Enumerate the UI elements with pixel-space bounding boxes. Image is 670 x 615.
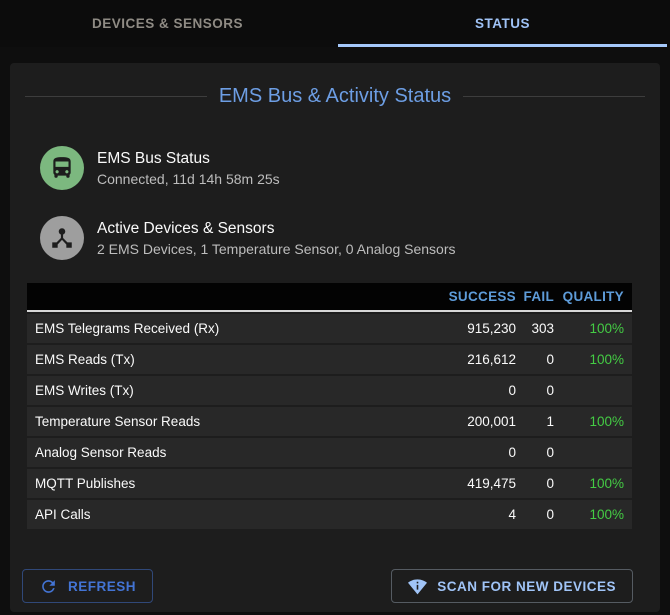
row-quality: 100% [589, 507, 624, 522]
table-row: EMS Reads (Tx) 216,612 0 100% [27, 345, 632, 374]
row-fail: 0 [546, 383, 554, 398]
refresh-icon [42, 579, 55, 593]
status-item-subtitle: Connected, 11d 14h 58m 25s [97, 170, 280, 187]
table-header-row: SUCCESS FAIL QUALITY [27, 283, 632, 312]
row-success: 4 [508, 507, 516, 522]
table-row: EMS Telegrams Received (Rx) 915,230 303 … [27, 314, 632, 343]
header-success: SUCCESS [448, 289, 516, 304]
row-fail: 0 [546, 507, 554, 522]
row-fail: 0 [546, 352, 554, 367]
avatar [40, 146, 84, 190]
tab-bar: DEVICES & SENSORS STATUS [0, 0, 670, 47]
row-fail: 0 [546, 476, 554, 491]
bus-icon [53, 157, 71, 178]
scan-for-new-devices-button[interactable]: SCAN FOR NEW DEVICES [391, 569, 633, 603]
avatar [40, 216, 84, 260]
row-quality: 100% [589, 352, 624, 367]
row-label: Temperature Sensor Reads [35, 414, 201, 429]
status-item-subtitle: 2 EMS Devices, 1 Temperature Sensor, 0 A… [97, 240, 456, 257]
tab-status-label: STATUS [475, 16, 530, 31]
row-success: 0 [508, 445, 516, 460]
table-row: EMS Writes (Tx) 0 0 [27, 376, 632, 405]
tab-devices-sensors[interactable]: DEVICES & SENSORS [0, 0, 335, 47]
row-quality: 100% [589, 321, 624, 336]
refresh-button[interactable]: REFRESH [22, 569, 154, 603]
table-row: MQTT Publishes 419,475 0 100% [27, 469, 632, 498]
table-row: Temperature Sensor Reads 200,001 1 100% [27, 407, 632, 436]
table-row: Analog Sensor Reads 0 0 [27, 438, 632, 467]
row-success: 200,001 [467, 414, 516, 429]
status-list: EMS Bus Status Connected, 11d 14h 58m 25… [10, 140, 660, 266]
list-item-active-devices: Active Devices & Sensors 2 EMS Devices, … [40, 210, 660, 266]
tab-status[interactable]: STATUS [335, 0, 670, 47]
row-fail: 1 [546, 414, 554, 429]
row-label: MQTT Publishes [35, 476, 136, 491]
row-quality: 100% [589, 414, 624, 429]
status-text: EMS Bus Status Connected, 11d 14h 58m 25… [97, 148, 280, 189]
row-success: 419,475 [467, 476, 516, 491]
row-label: API Calls [35, 507, 91, 522]
row-success: 915,230 [467, 321, 516, 336]
row-success: 0 [508, 383, 516, 398]
row-success: 216,612 [467, 352, 516, 367]
activity-table: SUCCESS FAIL QUALITY EMS Telegrams Recei… [27, 283, 632, 529]
tab-devices-sensors-label: DEVICES & SENSORS [91, 16, 244, 31]
card-footer: REFRESH SCAN FOR NEW DEVICES [22, 569, 633, 603]
table-body: EMS Telegrams Received (Rx) 915,230 303 … [27, 314, 632, 529]
device-hub-icon [52, 228, 72, 248]
title-divider-right [463, 96, 645, 97]
page-title: EMS Bus & Activity Status [218, 85, 452, 107]
status-item-title: EMS Bus Status [97, 149, 210, 167]
status-text: Active Devices & Sensors 2 EMS Devices, … [97, 218, 456, 259]
row-label: EMS Writes (Tx) [35, 383, 134, 398]
row-label: Analog Sensor Reads [35, 445, 167, 460]
active-tab-indicator [338, 44, 667, 47]
scan-button-label: SCAN FOR NEW DEVICES [437, 578, 616, 594]
title-divider-left [25, 96, 207, 97]
row-label: EMS Telegrams Received (Rx) [35, 321, 220, 336]
row-fail: 303 [531, 321, 554, 336]
row-fail: 0 [546, 445, 554, 460]
header-fail: FAIL [523, 289, 554, 304]
scan-wifi-icon [408, 578, 428, 594]
table-row: API Calls 4 0 100% [27, 500, 632, 529]
row-label: EMS Reads (Tx) [35, 352, 135, 367]
status-item-title: Active Devices & Sensors [97, 219, 275, 237]
header-quality: QUALITY [562, 289, 624, 304]
row-quality: 100% [589, 476, 624, 491]
card-title-row: EMS Bus & Activity Status [25, 85, 645, 108]
list-item-ems-bus-status: EMS Bus Status Connected, 11d 14h 58m 25… [40, 140, 660, 196]
refresh-button-label: REFRESH [68, 578, 137, 594]
status-card: EMS Bus & Activity Status EMS Bus Status… [10, 63, 660, 612]
